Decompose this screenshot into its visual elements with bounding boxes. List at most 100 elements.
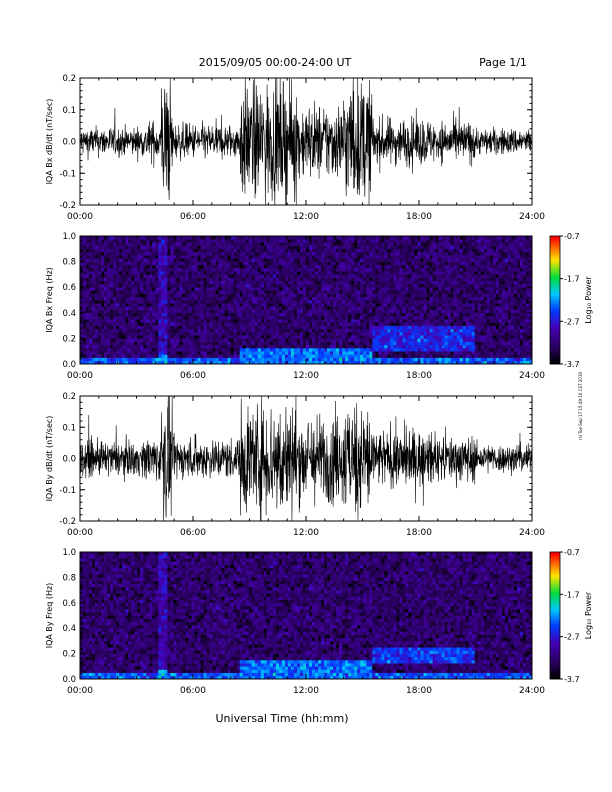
spectrogram-cell (152, 360, 156, 365)
spectrogram-cell (116, 296, 120, 301)
spectrogram-cell (221, 258, 225, 262)
spectrogram-cell (89, 296, 93, 301)
spectrogram-cell (167, 293, 171, 298)
spectrogram-cell (215, 274, 219, 278)
spectrogram-cell (92, 335, 96, 339)
spectrogram-cell (387, 293, 391, 298)
spectrogram-cell (405, 252, 409, 256)
spectrogram-cell (167, 306, 171, 310)
spectrogram-cell (381, 274, 385, 278)
spectrogram-cell (248, 248, 253, 253)
spectrogram-cell (251, 354, 256, 358)
spectrogram-cell (411, 351, 415, 355)
spectrogram-cell (203, 332, 207, 336)
spectrogram-cell (242, 236, 247, 240)
spectrogram-cell (170, 338, 174, 342)
spectrogram-cell (306, 325, 310, 330)
spectrogram-cell (266, 284, 271, 288)
spectrogram-cell (393, 277, 397, 282)
spectrogram-cell (432, 322, 436, 326)
spectrogram-cell (173, 290, 177, 294)
spectrogram-cell (89, 258, 93, 262)
spectrogram-cell (417, 348, 421, 352)
spectrogram-cell (354, 360, 358, 365)
spectrogram-cell (369, 296, 373, 301)
spectrogram-cell (137, 306, 141, 310)
spectrogram-cell (137, 274, 141, 278)
spectrogram-cell (426, 322, 430, 326)
spectrogram-cell (351, 277, 355, 282)
spectrogram-cell (333, 360, 337, 365)
spectrogram-cell (342, 328, 346, 333)
spectrogram-cell (411, 357, 415, 362)
spectrogram-cell (321, 341, 325, 346)
spectrogram-cell (432, 338, 436, 342)
spectrogram-cell (312, 354, 316, 358)
spectrogram-cell (86, 293, 90, 298)
spectrogram-cell (327, 322, 331, 326)
spectrogram-cell (381, 268, 385, 272)
spectrogram-cell (221, 354, 225, 358)
spectrogram-cell (417, 341, 421, 346)
spectrogram-cell (263, 268, 268, 272)
spectrogram-cell (92, 341, 96, 346)
spectrogram-cell (393, 245, 397, 250)
spectrogram-cell (333, 252, 337, 256)
spectrogram-cell (95, 306, 99, 310)
spectrogram-cell (369, 344, 373, 349)
spectrogram-cell (387, 290, 391, 294)
spectrogram-cell (327, 245, 331, 250)
spectrogram-cell (381, 284, 385, 288)
spectrogram-cell (309, 332, 313, 336)
spectrogram-cell (128, 248, 132, 253)
spectrogram-cell (426, 239, 430, 243)
spectrogram-cell (140, 312, 144, 317)
spectrogram-cell (441, 348, 445, 352)
spectrogram-cell (306, 271, 310, 275)
spectrogram-cell (399, 236, 403, 240)
spectrogram-cell (146, 344, 150, 349)
spectrogram-cell (357, 341, 361, 346)
spectrogram-cell (230, 319, 234, 323)
spectrogram-cell (309, 264, 313, 269)
spectrogram-cell (309, 325, 313, 330)
spectrogram-cell (224, 332, 228, 336)
spectrogram-cell (218, 338, 222, 342)
spectrogram-cell (248, 242, 253, 246)
spectrogram-cell (336, 236, 340, 240)
spectrogram-cell (423, 351, 427, 355)
spectrogram-cell (248, 351, 253, 355)
spectrogram-cell (402, 357, 406, 362)
spectrogram-cell (179, 319, 183, 323)
spectrogram-cell (339, 280, 343, 285)
spectrogram-cell (107, 328, 111, 333)
spectrogram-cell (215, 325, 219, 330)
spectrogram-cell (113, 344, 117, 349)
spectrogram-cell (83, 264, 87, 269)
spectrogram-cell (333, 264, 337, 269)
spectrogram-cell (360, 344, 364, 349)
spectrogram-cell (134, 344, 138, 349)
spectrogram-cell (161, 264, 165, 269)
spectrogram-cell (336, 335, 340, 339)
spectrogram-cell (435, 255, 439, 259)
spectrogram-cell (173, 277, 177, 282)
spectrogram-cell (218, 351, 222, 355)
spectrogram-cell (312, 284, 316, 288)
spectrogram-cell (345, 280, 349, 285)
spectrogram-cell (357, 268, 361, 272)
spectrogram-cell (260, 357, 265, 362)
spectrogram-cell (342, 280, 346, 285)
spectrogram-cell (429, 306, 433, 310)
spectrogram-cell (287, 319, 292, 323)
spectrogram-cell (224, 296, 228, 301)
spectrogram-cell (339, 335, 343, 339)
spectrogram-cell (423, 344, 427, 349)
spectrogram-cell (336, 360, 340, 365)
spectrogram-cell (260, 351, 265, 355)
spectrogram-cell (194, 293, 198, 298)
spectrogram-cell (399, 341, 403, 346)
spectrogram-cell (131, 332, 135, 336)
spectrogram-cell (260, 344, 265, 349)
spectrogram-cell (281, 274, 286, 278)
